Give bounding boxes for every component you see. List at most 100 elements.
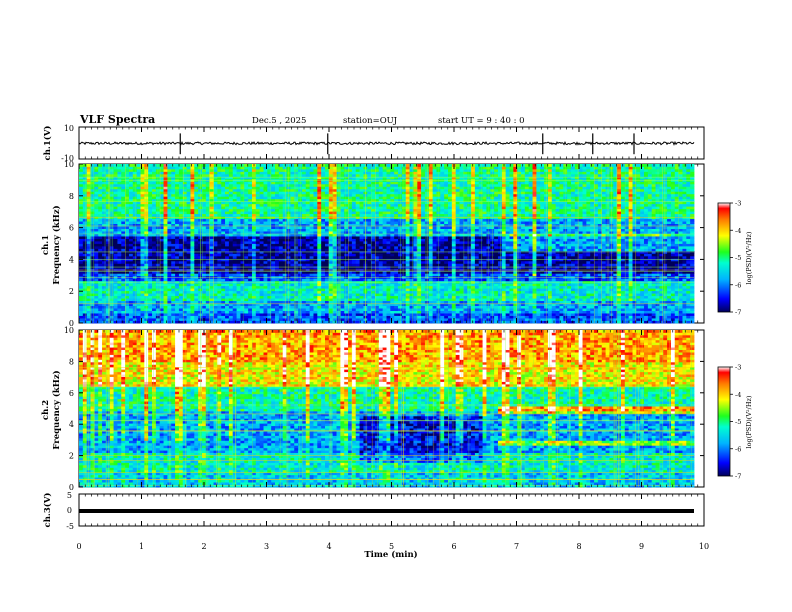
spec1-cell <box>302 283 306 286</box>
spec1-cell <box>94 184 98 187</box>
spec1-cell <box>302 291 306 294</box>
spec1-cell <box>190 308 194 311</box>
spec1-cell <box>344 216 348 219</box>
spec1-cell <box>317 246 321 249</box>
spec1-cell <box>137 306 141 309</box>
spec1-cell <box>356 204 360 207</box>
spec1-cell <box>325 176 329 179</box>
spec1-cell <box>267 301 271 304</box>
spec1-cell <box>333 171 337 174</box>
spec1-cell <box>340 321 344 324</box>
spec1-cell <box>179 194 183 197</box>
spec1-cell <box>260 251 264 254</box>
spec1-cell <box>79 276 83 279</box>
spec1-cell <box>344 291 348 294</box>
spec1-cell <box>202 199 206 202</box>
spec1-cell <box>133 288 137 291</box>
spec1-cell <box>141 311 145 314</box>
spec1-cell <box>233 296 237 299</box>
spec1-cell <box>98 164 102 167</box>
spec1-cell <box>348 278 352 281</box>
spec1-cell <box>214 196 218 199</box>
spec1-cell <box>371 181 375 184</box>
spec1-cell <box>210 293 214 296</box>
spec1-cell <box>221 291 225 294</box>
spec1-cell <box>302 226 306 229</box>
spec1-cell <box>329 171 333 174</box>
spec1-cell <box>194 256 198 259</box>
spec1-cell <box>248 206 252 209</box>
spec1-cell <box>221 216 225 219</box>
spec1-cell <box>306 248 310 251</box>
spec1-cell <box>298 321 302 324</box>
spec1-cell <box>129 273 133 276</box>
spec1-cell <box>333 261 337 264</box>
spec1-cell <box>252 248 256 251</box>
spec1-cell <box>190 239 194 242</box>
spec1-cell <box>137 214 141 217</box>
spec1-cell <box>175 263 179 266</box>
spec1-cell <box>275 221 279 224</box>
spec1-cell <box>83 296 87 299</box>
spec1-cell <box>117 308 121 311</box>
spec1-cell <box>271 313 275 316</box>
spec1-cell <box>98 239 102 242</box>
spec1-cell <box>344 253 348 256</box>
spec1-cell <box>252 311 256 314</box>
spec1-cell <box>371 189 375 192</box>
spec1-cell <box>298 231 302 234</box>
spec1-cell <box>221 186 225 189</box>
spec1-cell <box>317 278 321 281</box>
spec1-cell <box>321 231 325 234</box>
spec1-cell <box>244 286 248 289</box>
spec1-cell <box>321 186 325 189</box>
spec1-cell <box>294 189 298 192</box>
spec1-cell <box>275 273 279 276</box>
spec1-cell <box>164 261 168 264</box>
spec1-cell <box>225 273 229 276</box>
spec1-cell <box>240 268 244 271</box>
spec1-cell <box>248 283 252 286</box>
spec1-cell <box>356 291 360 294</box>
spec1-cell <box>102 239 106 242</box>
spec1-cell <box>141 211 145 214</box>
spec1-cell <box>141 209 145 212</box>
spec1-cell <box>317 219 321 222</box>
spec1-cell <box>148 308 152 311</box>
spec1-cell <box>290 186 294 189</box>
spec1-cell <box>129 199 133 202</box>
spec1-cell <box>275 236 279 239</box>
spec1-cell <box>175 313 179 316</box>
spec1-cell <box>106 176 110 179</box>
spec1-cell <box>152 251 156 254</box>
spec1-cell <box>117 226 121 229</box>
spec1-cell <box>260 268 264 271</box>
spec1-cell <box>202 311 206 314</box>
spec1-cell <box>287 204 291 207</box>
spec1-cell <box>106 251 110 254</box>
spec1-cell <box>310 251 314 254</box>
spec1-cell <box>321 184 325 187</box>
spec1-cell <box>179 313 183 316</box>
spec1-cell <box>141 278 145 281</box>
spec1-cell <box>313 293 317 296</box>
spec1-cell <box>179 293 183 296</box>
spec1-cell <box>152 248 156 251</box>
spec1-cell <box>214 273 218 276</box>
spec1-cell <box>313 248 317 251</box>
spec1-cell <box>129 286 133 289</box>
spec1-cell <box>298 211 302 214</box>
spec1-cell <box>283 253 287 256</box>
spec1-cell <box>152 298 156 301</box>
spec1-cell <box>310 318 314 321</box>
spec1-cell <box>225 189 229 192</box>
spec1-cell <box>287 181 291 184</box>
spec1-cell <box>306 306 310 309</box>
spec1-cell <box>141 176 145 179</box>
spec1-cell <box>275 278 279 281</box>
spec1-cell <box>160 244 164 247</box>
spec1-cell <box>237 209 241 212</box>
spec1-cell <box>121 199 125 202</box>
spec1-cell <box>110 291 114 294</box>
spec1-cell <box>141 241 145 244</box>
